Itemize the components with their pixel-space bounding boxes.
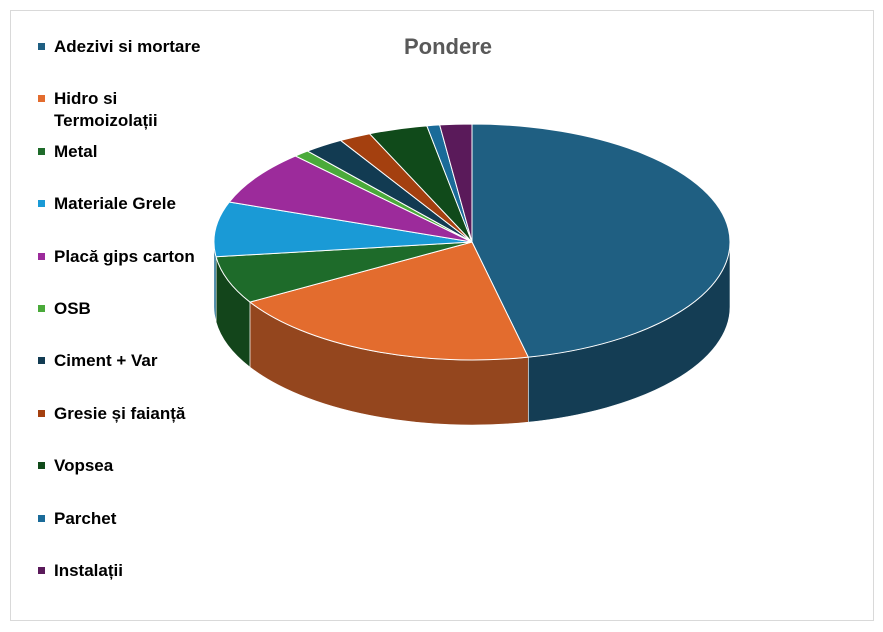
legend-swatch: [38, 462, 45, 470]
slice: [213, 201, 473, 258]
legend-label: Gresie și faianță: [54, 403, 186, 423]
legend-swatch: [38, 305, 45, 312]
slice-side: [214, 242, 217, 322]
legend-label: Parchet: [54, 508, 117, 528]
legend-item: Placă gips carton: [38, 246, 228, 268]
legend-item: Ciment + Var: [38, 350, 228, 372]
chart-frame: [10, 10, 874, 621]
legend-swatch: [38, 43, 45, 50]
slice: [439, 123, 473, 243]
legend-swatch: [38, 357, 45, 365]
legend-label: Placă gips carton: [54, 246, 195, 266]
slice-side: [216, 256, 250, 368]
slice: [228, 155, 473, 243]
legend-label: Hidro si Termoizolații: [54, 89, 158, 131]
legend-label: OSB: [54, 299, 91, 318]
legend-item: Metal: [38, 141, 228, 163]
legend-label: Adezivi si mortare: [54, 37, 201, 56]
legend-item: Materiale Grele: [38, 193, 228, 215]
legend-item: Hidro si Termoizolații: [38, 88, 228, 132]
legend-swatch: [38, 252, 45, 260]
legend-swatch: [38, 409, 45, 417]
legend-label: Vopsea: [54, 456, 114, 476]
legend-label: Metal: [54, 141, 98, 161]
legend-label: Materiale Grele: [54, 194, 176, 214]
legend-label: Ciment + Var: [54, 351, 158, 371]
slice: [471, 123, 731, 358]
legend-item: Adezivi si mortare: [38, 36, 228, 58]
chart-title: Pondere: [403, 34, 493, 59]
legend-swatch: [38, 200, 45, 208]
slice: [248, 241, 530, 361]
slice-side: [249, 302, 529, 425]
legend-item: Instalații: [38, 560, 228, 582]
legend-swatch: [38, 514, 45, 522]
legend-swatch: [38, 147, 45, 155]
legend-item: Vopsea: [38, 455, 228, 477]
legend-swatch: [38, 95, 45, 103]
slice-side: [528, 242, 730, 423]
legend-item: Parchet: [38, 508, 228, 530]
legend-item: Gresie și faianță: [38, 403, 228, 425]
legend-label: Instalații: [54, 561, 123, 580]
legend-swatch: [38, 567, 45, 574]
legend-item: OSB: [38, 298, 228, 320]
